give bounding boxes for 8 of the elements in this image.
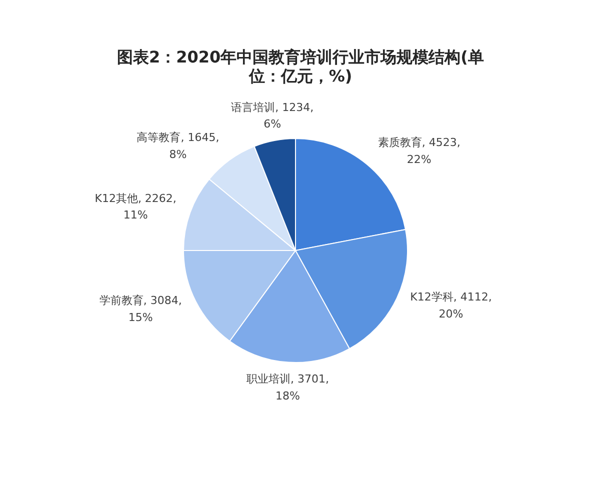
slice-label: 学前教育, 3084, 15% (99, 294, 182, 324)
slice-label: K12其他, 2262, 11% (94, 192, 176, 222)
chart-title: 图表2：2020年中国教育培训行业市场规模结构(单位：亿元，%) (117, 48, 484, 86)
slice-label: K12学科, 4112, 20% (410, 290, 492, 320)
slice-label: 高等教育, 1645, 8% (136, 131, 220, 161)
slice-label: 语言培训, 1234, 6% (231, 100, 314, 131)
slice-label: 职业培训, 3701, 18% (246, 372, 330, 402)
slice-label: 素质教育, 4523, 22% (378, 136, 460, 166)
